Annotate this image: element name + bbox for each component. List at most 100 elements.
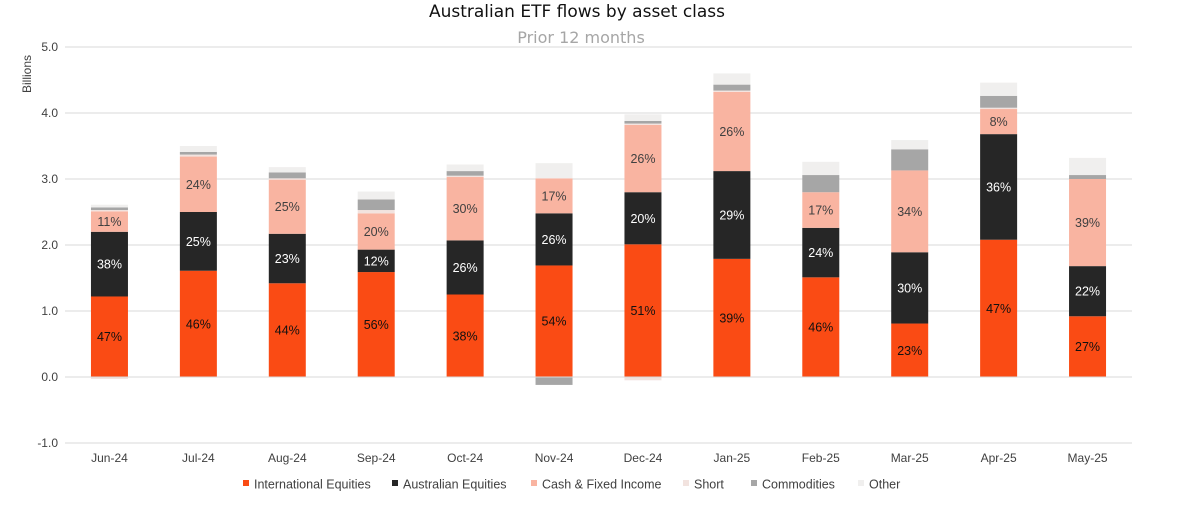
bar-segment xyxy=(357,249,395,273)
bar-segment xyxy=(535,178,573,214)
bar-segment xyxy=(980,109,1018,135)
data-label: 47% xyxy=(97,330,122,344)
legend-label: Short xyxy=(694,478,724,492)
bar-segment xyxy=(179,151,217,155)
legend-label: Cash & Fixed Income xyxy=(542,478,662,492)
bar-segment xyxy=(1069,266,1107,317)
bar-segment xyxy=(446,240,484,295)
data-label: 36% xyxy=(986,180,1011,194)
bar-segment xyxy=(891,252,929,324)
data-label: 34% xyxy=(897,205,922,219)
x-tick-label: Jul-24 xyxy=(182,451,215,465)
bar-segment xyxy=(1069,175,1107,179)
bar-segment xyxy=(624,123,662,125)
data-label: 51% xyxy=(630,304,655,318)
bar-segment xyxy=(802,175,840,193)
bar-segment xyxy=(713,84,751,91)
bar-segment xyxy=(179,212,217,271)
legend-swatch xyxy=(858,480,864,486)
data-label: 20% xyxy=(364,225,389,239)
bar-segment xyxy=(179,156,217,212)
data-label: 26% xyxy=(542,233,567,247)
bar-segment xyxy=(980,95,1018,108)
data-label: 23% xyxy=(275,252,300,266)
bar-segment xyxy=(357,199,395,211)
bar-segment xyxy=(535,213,573,266)
bar-segment xyxy=(713,73,751,85)
bar-segment xyxy=(446,171,484,176)
bar-segment xyxy=(179,146,217,152)
legend-swatch xyxy=(392,480,398,486)
data-label: 30% xyxy=(453,202,478,216)
bar-segment xyxy=(980,239,1018,377)
x-tick-label: Mar-25 xyxy=(891,451,929,465)
bars xyxy=(65,73,1132,385)
y-tick-label: -1.0 xyxy=(37,436,58,450)
x-tick-label: May-25 xyxy=(1068,451,1108,465)
x-tick-label: Apr-25 xyxy=(981,451,1017,465)
data-label: 46% xyxy=(186,317,211,331)
bar-segment xyxy=(624,124,662,193)
x-tick-label: Dec-24 xyxy=(624,451,663,465)
data-label: 25% xyxy=(275,200,300,214)
bar-segment xyxy=(980,134,1018,240)
data-label: 38% xyxy=(453,329,478,343)
bar-segment xyxy=(891,170,929,253)
legend-label: International Equities xyxy=(254,478,371,492)
legend-swatch xyxy=(751,480,757,486)
bar-segment xyxy=(624,114,662,121)
bar-segment xyxy=(90,207,128,211)
y-tick-label: 2.0 xyxy=(41,238,58,252)
bar-segment xyxy=(624,192,662,245)
bar-segment xyxy=(268,172,306,179)
data-label: 26% xyxy=(453,261,478,275)
data-label: 44% xyxy=(275,324,300,338)
bar-segment xyxy=(90,296,128,377)
data-label: 54% xyxy=(542,315,567,329)
x-tick-label: Nov-24 xyxy=(535,451,574,465)
bar-segment xyxy=(90,210,128,212)
data-label: 23% xyxy=(897,344,922,358)
bar-segment xyxy=(90,211,128,232)
bar-segment xyxy=(1069,179,1107,267)
x-tick-label: Feb-25 xyxy=(802,451,840,465)
bar-segment xyxy=(802,277,840,377)
data-label: 26% xyxy=(719,125,744,139)
y-tick-label: 4.0 xyxy=(41,106,58,120)
legend-label: Commodities xyxy=(762,478,835,492)
bar-segment xyxy=(90,204,128,208)
data-label: 27% xyxy=(1075,340,1100,354)
bar-segment xyxy=(179,154,217,157)
bar-segment xyxy=(802,227,840,278)
data-label: 56% xyxy=(364,318,389,332)
bar-segment xyxy=(713,91,751,172)
bar-segment xyxy=(268,178,306,180)
legend-label: Australian Equities xyxy=(403,478,507,492)
bar-segment xyxy=(446,294,484,377)
bar-segment xyxy=(268,179,306,234)
data-label: 30% xyxy=(897,281,922,295)
data-label: 8% xyxy=(990,115,1008,129)
data-label: 25% xyxy=(186,235,211,249)
data-label: 11% xyxy=(97,215,121,229)
data-label: 24% xyxy=(808,246,833,260)
bar-segment xyxy=(535,265,573,377)
bar-segment xyxy=(624,244,662,377)
data-label: 26% xyxy=(630,152,655,166)
bar-segment xyxy=(268,233,306,284)
data-label: 17% xyxy=(808,204,833,218)
bar-segment xyxy=(802,192,840,228)
data-label: 29% xyxy=(719,208,744,222)
x-tick-label: Jan-25 xyxy=(714,451,751,465)
bar-segment xyxy=(357,210,395,214)
bar-segment xyxy=(179,270,217,377)
bar-segment xyxy=(624,377,662,381)
data-label: 46% xyxy=(808,321,833,335)
bar-segment xyxy=(713,258,751,377)
y-axis-ticks: -1.0 0.0 1.0 2.0 3.0 4.0 5.0 xyxy=(37,40,58,450)
x-tick-label: Jun-24 xyxy=(91,451,128,465)
x-tick-label: Aug-24 xyxy=(268,451,307,465)
data-label: 39% xyxy=(1075,216,1100,230)
bar-segment xyxy=(357,213,395,250)
